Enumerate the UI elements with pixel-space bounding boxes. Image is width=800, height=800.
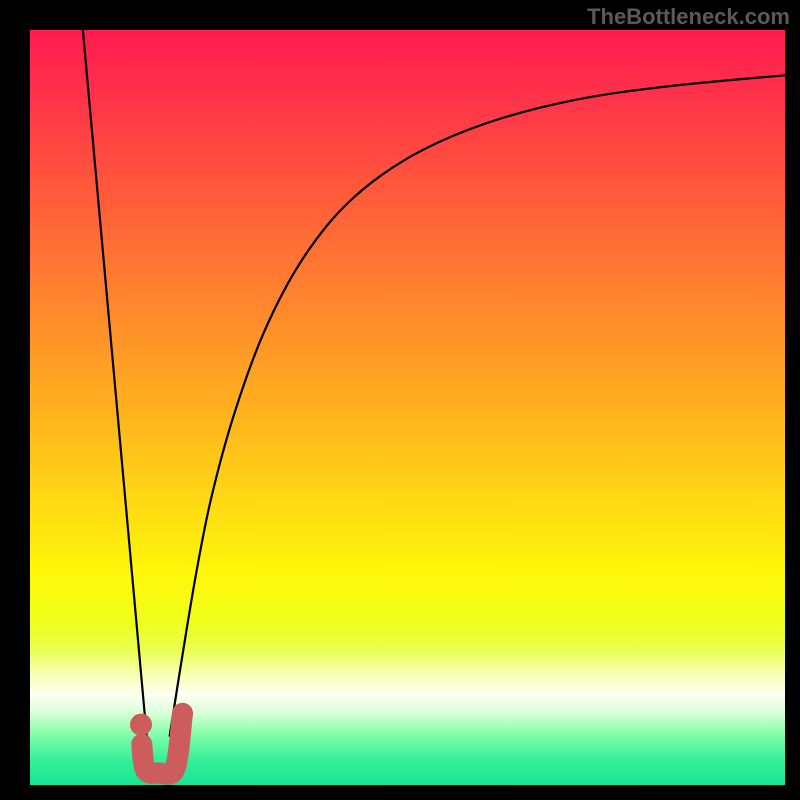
- gradient-background: [30, 30, 785, 785]
- chart-container: TheBottleneck.com: [0, 0, 800, 800]
- plot-area: [30, 30, 785, 785]
- watermark-text: TheBottleneck.com: [587, 4, 790, 30]
- plot-svg: [30, 30, 785, 785]
